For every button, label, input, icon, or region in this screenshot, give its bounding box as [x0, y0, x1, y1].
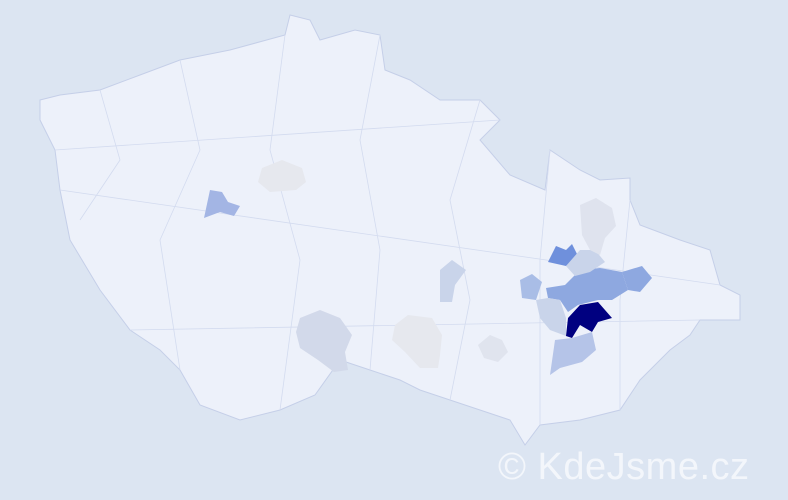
district-medium[interactable] — [546, 268, 628, 312]
district-grey[interactable] — [392, 315, 442, 368]
district-strong[interactable] — [548, 244, 578, 266]
district-medium[interactable] — [204, 190, 240, 218]
district-medium[interactable] — [520, 274, 542, 300]
district-light[interactable] — [550, 332, 596, 375]
district-borders — [54, 34, 721, 425]
district-grey[interactable] — [580, 198, 616, 255]
district-medium[interactable] — [622, 266, 652, 292]
district-light[interactable] — [536, 298, 566, 336]
district-grey[interactable] — [258, 160, 306, 192]
district-grey[interactable] — [478, 335, 508, 362]
district-light[interactable] — [566, 250, 605, 276]
district-highest[interactable] — [566, 302, 612, 338]
watermark: © KdeJsme.cz — [498, 446, 750, 488]
district-light[interactable] — [440, 260, 466, 302]
district-light[interactable] — [296, 310, 352, 372]
country-outline — [39, 14, 741, 446]
